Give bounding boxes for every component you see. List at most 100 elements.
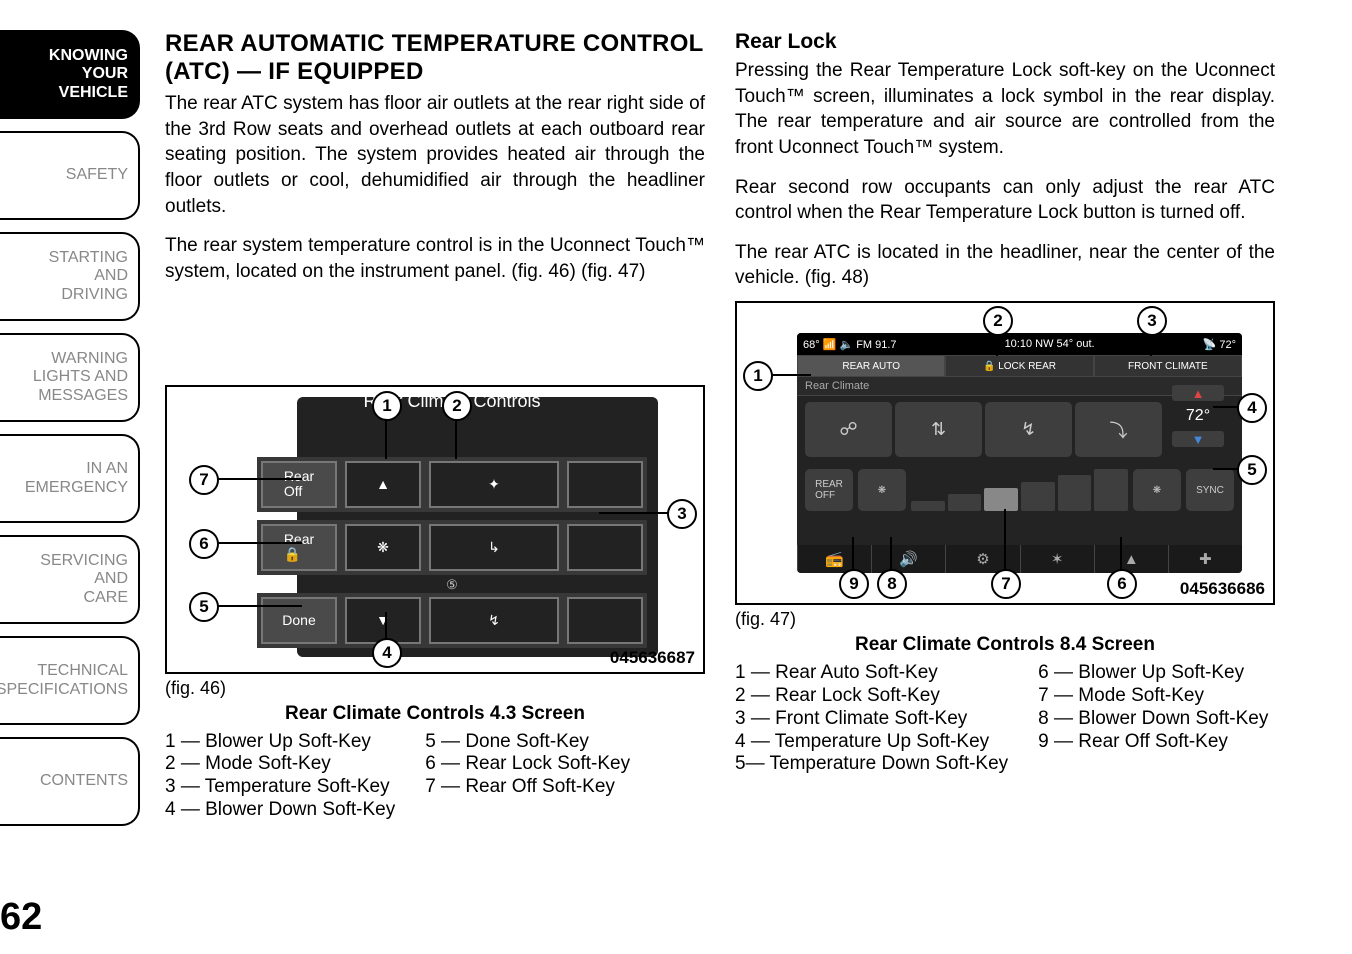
legend-item: 2 — Rear Lock Soft-Key	[735, 685, 1008, 708]
legend-item: 5 — Done Soft-Key	[425, 731, 630, 754]
tab-in-an-emergency[interactable]: IN ANEMERGENCY	[0, 434, 140, 523]
spacer-btn	[567, 597, 643, 644]
front-climate-tab[interactable]: FRONT CLIMATE	[1094, 355, 1242, 377]
rear-off-btn[interactable]: REAROFF	[805, 469, 853, 511]
figure-47-legend: 1 — Rear Auto Soft-Key 2 — Rear Lock Sof…	[735, 662, 1275, 776]
image-id: 045636687	[610, 648, 695, 668]
spacer-btn	[567, 461, 643, 508]
blower-up-btn[interactable]: ▲	[345, 461, 421, 508]
tab-servicing-and-care[interactable]: SERVICINGANDCARE	[0, 535, 140, 624]
tab-label: TECHNICALSPECIFICATIONS	[0, 662, 128, 699]
blower-down-btn[interactable]: ❋	[858, 469, 906, 511]
blower-level-indicator: ⑤	[257, 577, 647, 593]
callout-3: 3	[1137, 306, 1167, 336]
callout-5: 5	[189, 592, 219, 622]
spacer-btn	[567, 524, 643, 571]
sidebar-tabs: KNOWINGYOURVEHICLE SAFETY STARTINGANDDRI…	[0, 0, 140, 954]
tab-starting-and-driving[interactable]: STARTINGANDDRIVING	[0, 232, 140, 321]
figure-47: 68° 📶 🔈 FM 91.7 10:10 NW 54° out. 📡 72° …	[735, 301, 1275, 605]
legend-item: 7 — Rear Off Soft-Key	[425, 776, 630, 799]
body-paragraph: Pressing the Rear Temperature Lock soft-…	[735, 58, 1275, 161]
callout-6: 6	[1107, 569, 1137, 599]
lock-rear-tab[interactable]: 🔒 LOCK REAR	[945, 355, 1093, 377]
tab-label: STARTINGANDDRIVING	[49, 249, 128, 304]
tab-label: KNOWINGYOURVEHICLE	[49, 47, 128, 102]
bottom-nav-bar: 📻 🔊 ⚙ ✶ ▲ ✚	[797, 545, 1242, 573]
section-heading: Rear Lock	[735, 30, 1275, 54]
rear-off-btn[interactable]: RearOff	[261, 461, 337, 508]
tab-knowing-your-vehicle[interactable]: KNOWINGYOURVEHICLE	[0, 30, 140, 119]
mode-btn[interactable]: ✦	[429, 461, 559, 508]
callout-2: 2	[983, 306, 1013, 336]
legend-item: 7 — Mode Soft-Key	[1038, 685, 1268, 708]
nav-btn[interactable]: ✚	[1168, 545, 1242, 573]
figure-47-caption: Rear Climate Controls 8.4 Screen	[735, 634, 1275, 656]
callout-9: 9	[839, 569, 869, 599]
callout-8: 8	[877, 569, 907, 599]
callout-4: 4	[372, 638, 402, 668]
nav-btn[interactable]: ▲	[1094, 545, 1168, 573]
tab-label: IN ANEMERGENCY	[25, 460, 128, 497]
sync-btn[interactable]: SYNC	[1186, 469, 1234, 511]
tab-warning-lights-and-messages[interactable]: WARNINGLIGHTS ANDMESSAGES	[0, 333, 140, 422]
left-column: REAR AUTOMATIC TEMPERATURE CONTROL (ATC)…	[165, 30, 705, 939]
figure-46: Rear Climate Controls RearOff ▲ ✦ Rear🔒 …	[165, 385, 705, 674]
legend-item: 3 — Temperature Soft-Key	[165, 776, 395, 799]
figure-46-legend: 1 — Blower Up Soft-Key 2 — Mode Soft-Key…	[165, 731, 705, 822]
callout-3: 3	[667, 499, 697, 529]
right-column: Rear Lock Pressing the Rear Temperature …	[735, 30, 1275, 939]
rear-lock-btn[interactable]: Rear🔒	[261, 524, 337, 571]
status-right: 📡 72°	[1203, 338, 1236, 351]
temperature-control: ▲ 72° ▼	[1164, 385, 1232, 447]
status-bar: 68° 📶 🔈 FM 91.7 10:10 NW 54° out. 📡 72°	[797, 333, 1242, 355]
fan-btn[interactable]: ❋	[345, 524, 421, 571]
nav-btn[interactable]: 🔊	[871, 545, 945, 573]
tab-label: SERVICINGANDCARE	[40, 552, 128, 607]
rear-auto-tab[interactable]: REAR AUTO	[797, 355, 945, 377]
status-left: 68° 📶 🔈 FM 91.7	[803, 338, 897, 351]
callout-7: 7	[189, 465, 219, 495]
body-paragraph: The rear system temperature control is i…	[165, 233, 705, 284]
tab-technical-specifications[interactable]: TECHNICALSPECIFICATIONS	[0, 636, 140, 725]
callout-4: 4	[1237, 393, 1267, 423]
callout-1: 1	[372, 391, 402, 421]
tab-contents[interactable]: CONTENTS	[0, 737, 140, 826]
legend-item: 3 — Front Climate Soft-Key	[735, 708, 1008, 731]
tab-label: CONTENTS	[40, 772, 128, 790]
status-center: 10:10 NW 54° out.	[1005, 338, 1095, 350]
temp-btn[interactable]: ↳	[429, 524, 559, 571]
blower-down-btn[interactable]: ▼	[345, 597, 421, 644]
section-heading: REAR AUTOMATIC TEMPERATURE CONTROL (ATC)…	[165, 30, 705, 85]
mode-btn[interactable]: ☍	[805, 402, 892, 457]
callout-6: 6	[189, 529, 219, 559]
mode-btn[interactable]: ⇅	[895, 402, 982, 457]
legend-item: 2 — Mode Soft-Key	[165, 753, 395, 776]
temp-down-btn[interactable]: ▼	[1172, 431, 1224, 447]
callout-1: 1	[743, 361, 773, 391]
figure-46-label: (fig. 46)	[165, 678, 705, 699]
tab-safety[interactable]: SAFETY	[0, 131, 140, 220]
blower-bars	[911, 469, 1128, 511]
page-number: 62	[0, 896, 140, 954]
legend-item: 6 — Blower Up Soft-Key	[1038, 662, 1268, 685]
callout-7: 7	[991, 569, 1021, 599]
legend-item: 1 — Blower Up Soft-Key	[165, 731, 395, 754]
legend-item: 8 — Blower Down Soft-Key	[1038, 708, 1268, 731]
legend-item: 4 — Temperature Up Soft-Key	[735, 731, 1008, 754]
mode-btn[interactable]: ⤵	[1075, 402, 1162, 457]
body-paragraph: The rear ATC system has floor air outlet…	[165, 91, 705, 219]
legend-item: 4 — Blower Down Soft-Key	[165, 799, 395, 822]
legend-item: 1 — Rear Auto Soft-Key	[735, 662, 1008, 685]
nav-btn[interactable]: ✶	[1020, 545, 1094, 573]
nav-btn[interactable]: 📻	[797, 545, 871, 573]
blower-up-btn[interactable]: ❋	[1133, 469, 1181, 511]
mode-bar: REAR AUTO 🔒 LOCK REAR FRONT CLIMATE	[797, 355, 1242, 377]
figure-47-label: (fig. 47)	[735, 609, 1275, 630]
page-content: REAR AUTOMATIC TEMPERATURE CONTROL (ATC)…	[140, 0, 1352, 954]
callout-2: 2	[442, 391, 472, 421]
legend-item: 6 — Rear Lock Soft-Key	[425, 753, 630, 776]
temp-up-btn[interactable]: ▲	[1172, 385, 1224, 401]
mode-btn[interactable]: ↯	[985, 402, 1072, 457]
mode-btn[interactable]: ↯	[429, 597, 559, 644]
tab-label: SAFETY	[66, 166, 128, 184]
